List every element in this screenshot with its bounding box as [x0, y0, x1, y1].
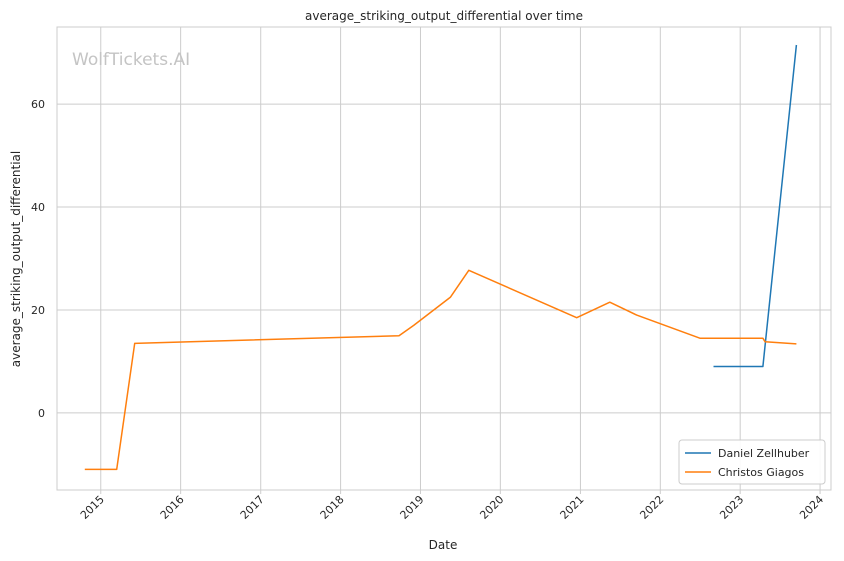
x-tick-label: 2017: [238, 493, 267, 522]
legend-box: [678, 439, 826, 485]
x-tick-label: 2016: [158, 493, 187, 522]
series-line-daniel-zellhuber: [713, 44, 798, 368]
legend-label-daniel-zellhuber: Daniel Zellhuber: [718, 447, 810, 460]
grid: [57, 27, 831, 490]
y-axis-ticks: 0 20 40 60: [31, 98, 45, 420]
x-tick-label: 2023: [717, 493, 746, 522]
x-tick-label: 2019: [398, 493, 427, 522]
x-tick-label: 2018: [318, 493, 347, 522]
plot-area: [56, 26, 832, 491]
y-tick-label: 0: [38, 407, 45, 420]
x-tick-label: 2020: [477, 493, 506, 522]
x-tick-label: 2022: [637, 493, 666, 522]
legend-label-christos-giagos: Christos Giagos: [718, 466, 804, 479]
watermark: WolfTickets.AI: [72, 50, 190, 70]
y-tick-label: 60: [31, 98, 45, 111]
chart-title: average_striking_output_differential ove…: [305, 9, 583, 23]
x-tick-label: 2024: [797, 493, 826, 522]
legend: Daniel Zellhuber Christos Giagos: [678, 439, 826, 485]
y-axis-label: average_striking_output_differential: [9, 151, 23, 367]
y-tick-label: 40: [31, 201, 45, 214]
x-axis-ticks: 2015 2016 2017 2018 2019 2020 2021 2022 2023 2024: [78, 490, 826, 522]
series-layer: [84, 44, 798, 471]
series-line-christos-giagos: [84, 269, 797, 471]
y-tick-label: 20: [31, 304, 45, 317]
x-tick-label: 2021: [558, 493, 587, 522]
x-axis-label: Date: [429, 538, 458, 552]
x-tick-label: 2015: [78, 493, 107, 522]
